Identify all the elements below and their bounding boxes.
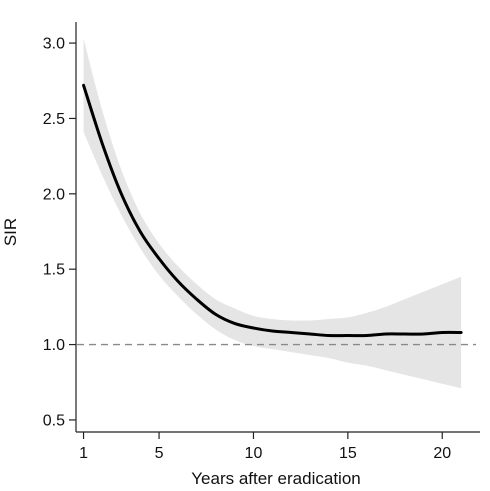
y-tick-label: 3.0 bbox=[43, 36, 65, 53]
y-tick-label: 1.5 bbox=[43, 262, 65, 279]
x-tick-label: 5 bbox=[155, 445, 164, 462]
y-tick-label: 2.5 bbox=[43, 111, 65, 128]
axes: 1 5 10 15 20 0.51.01.52.02.53.0 bbox=[43, 22, 480, 462]
series-line bbox=[82, 83, 463, 338]
x-tick-label: 15 bbox=[339, 445, 357, 462]
x-tick-label: 20 bbox=[433, 445, 451, 462]
y-tick-label: 0.5 bbox=[43, 412, 65, 429]
confidence-band bbox=[83, 38, 462, 389]
y-tick-label: 1.0 bbox=[43, 337, 65, 354]
y-ticks: 0.5 1.0 1.5 2.0 2.5 3.0 bbox=[43, 36, 76, 429]
series-line-layer bbox=[82, 83, 463, 338]
x-tick-label: 10 bbox=[245, 445, 263, 462]
x-ticks: 1 5 10 15 20 bbox=[79, 432, 451, 462]
x-tick-label: 1 bbox=[79, 445, 88, 462]
confidence-band-layer bbox=[83, 38, 462, 389]
y-axis-title: SIR bbox=[1, 218, 20, 246]
x-axis-title: Years after eradication bbox=[191, 469, 360, 488]
y-tick-label: 2.0 bbox=[43, 186, 65, 203]
